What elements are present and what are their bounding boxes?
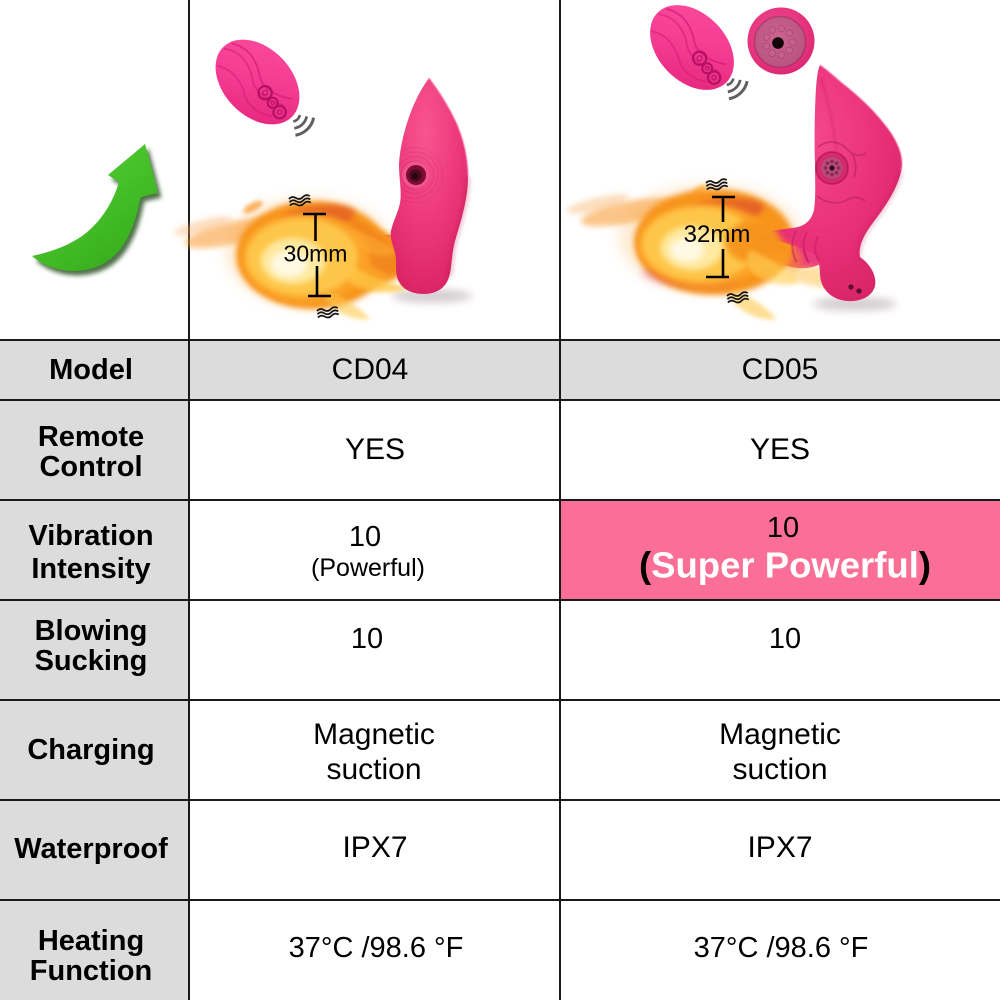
svg-text:30mm: 30mm <box>284 241 348 267</box>
svg-text:32mm: 32mm <box>684 221 751 248</box>
